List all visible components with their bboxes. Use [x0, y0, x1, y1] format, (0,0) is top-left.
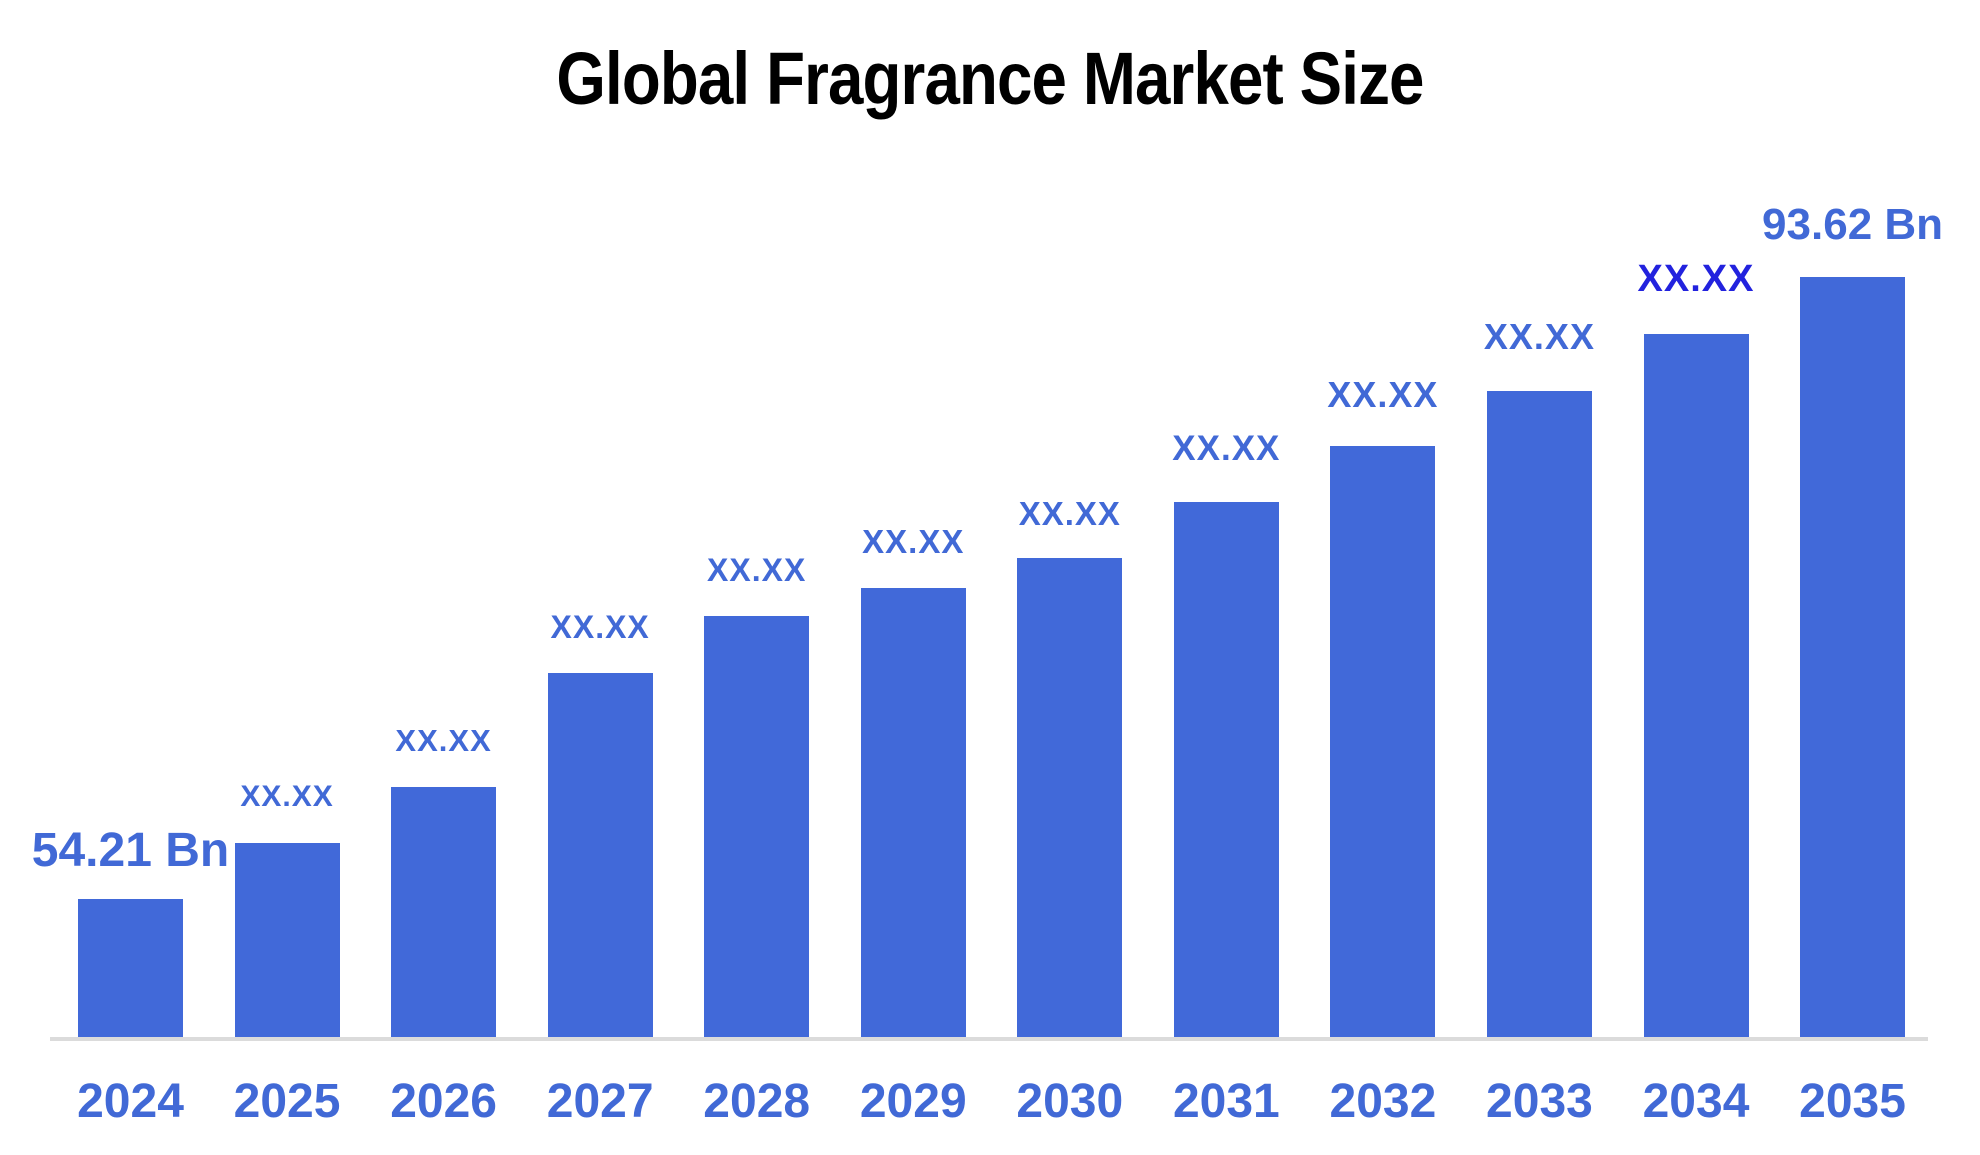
bar-2030 [1017, 558, 1123, 1037]
bar-2025 [234, 843, 340, 1037]
bar-2032 [1330, 446, 1436, 1037]
bar-value-label-2035: 93.62 Bn [1762, 200, 1944, 249]
x-axis-label-2031: 2031 [1172, 1075, 1280, 1128]
x-axis-label-2030: 2030 [1016, 1075, 1124, 1128]
bar-value-label-2024: 54.21 Bn [31, 824, 230, 877]
bar-2027 [547, 673, 653, 1037]
x-axis-label-2025: 2025 [233, 1075, 341, 1128]
bar-value-label-2025: XX.XX [240, 780, 334, 813]
x-axis-line [50, 1037, 1928, 1041]
x-axis-label-2028: 2028 [703, 1075, 811, 1128]
bar-value-label-2027: XX.XX [550, 609, 650, 645]
bar-2034 [1643, 334, 1749, 1037]
x-axis-label-2027: 2027 [546, 1075, 654, 1128]
bar-value-label-2031: XX.XX [1172, 429, 1281, 468]
bar-value-label-2034: XX.XX [1637, 258, 1755, 300]
x-axis-label-2032: 2032 [1329, 1075, 1437, 1128]
x-axis-label-2024: 2024 [77, 1075, 184, 1128]
bar-value-label-2029: XX.XX [862, 523, 965, 560]
bar-value-label-2030: XX.XX [1018, 495, 1121, 532]
bar-2026 [391, 787, 497, 1037]
x-axis-label-2029: 2029 [859, 1075, 967, 1128]
bar-value-label-2032: XX.XX [1327, 374, 1439, 415]
x-axis-label-2026: 2026 [390, 1075, 497, 1128]
bar-2028 [704, 616, 810, 1037]
bar-value-label-2026: XX.XX [395, 723, 492, 758]
bar-2029 [860, 588, 966, 1037]
bar-2033 [1486, 391, 1592, 1037]
x-axis-label-2035: 2035 [1799, 1075, 1906, 1128]
bar-2031 [1173, 502, 1279, 1037]
x-axis-label-2034: 2034 [1642, 1075, 1750, 1128]
bar-value-label-2033: XX.XX [1483, 316, 1595, 357]
bar-value-label-2028: XX.XX [707, 552, 807, 588]
chart-title: Global Fragrance Market Size [556, 37, 1424, 120]
bar-2035 [1800, 277, 1906, 1037]
x-axis-label-2033: 2033 [1486, 1075, 1593, 1128]
bar-2024 [78, 899, 183, 1037]
